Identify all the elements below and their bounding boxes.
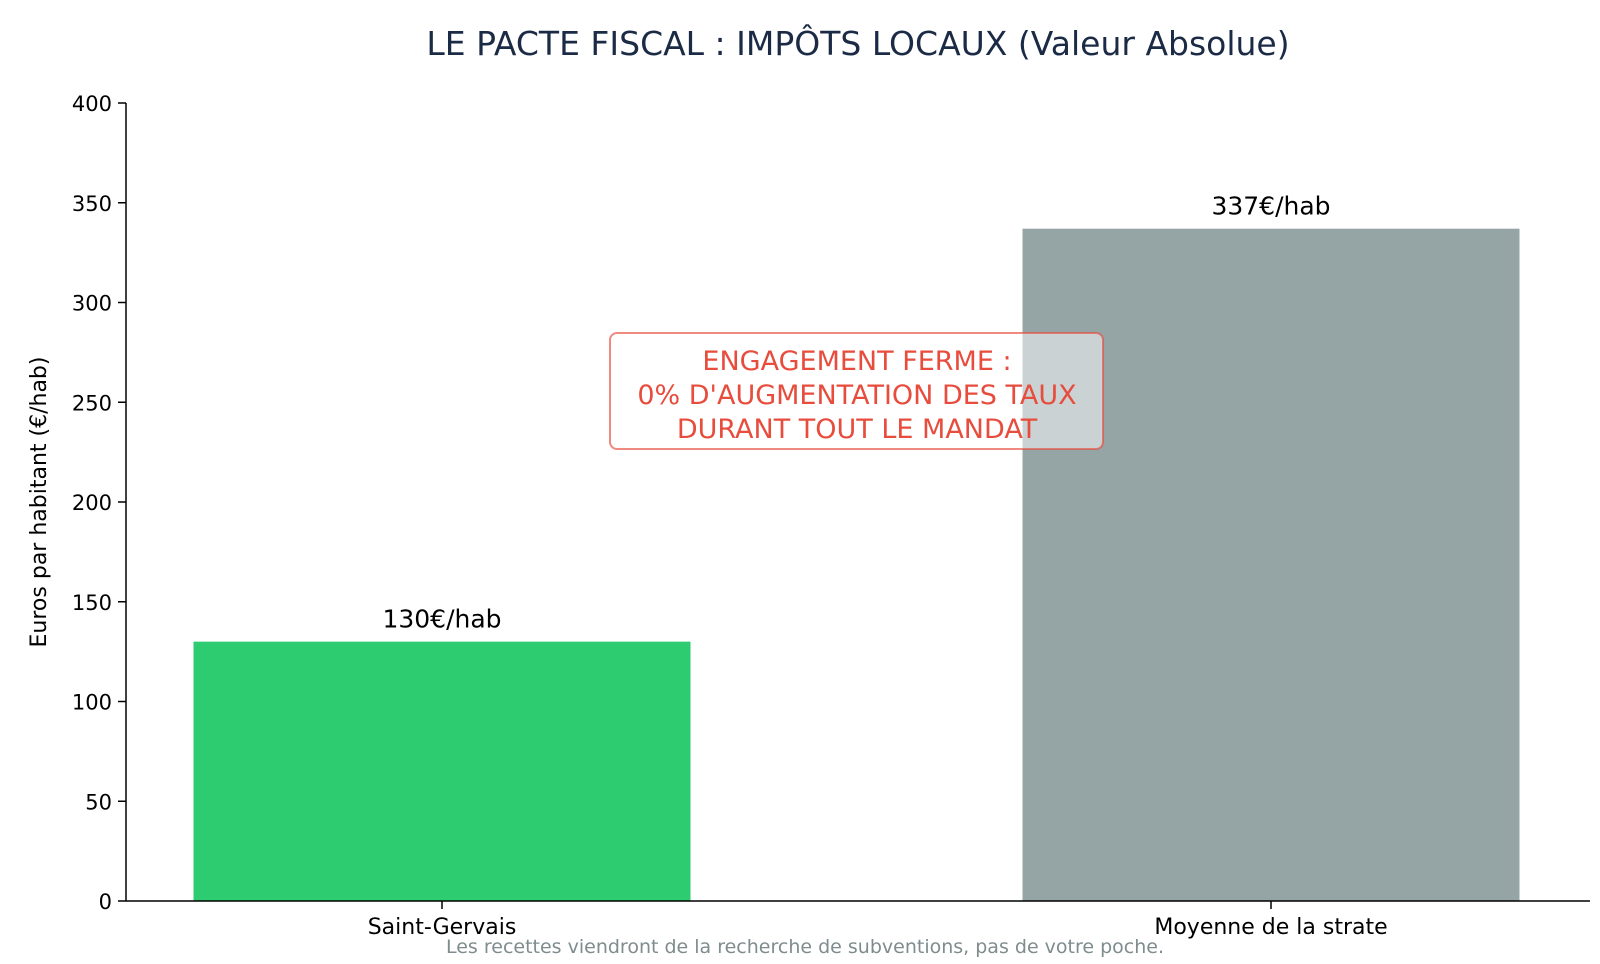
y-tick-label: 250	[72, 391, 112, 415]
y-tick-label: 100	[72, 691, 112, 715]
chart-title: LE PACTE FISCAL : IMPÔTS LOCAUX (Valeur …	[426, 23, 1289, 63]
annotation-box	[609, 332, 1104, 450]
bar-1	[193, 641, 691, 901]
annotation-line: 0% D'AUGMENTATION DES TAUX	[637, 380, 1076, 411]
plot-area: 130€/hab 337€/hab 0 50 100 150 200 250 300 350 400…	[72, 92, 1590, 940]
annotation-line: DURANT TOUT LE MANDAT	[677, 414, 1038, 445]
annotation-line: ENGAGEMENT FERME :	[702, 346, 1011, 377]
y-tick-label: 200	[72, 491, 112, 515]
footnote: Les recettes viendront de la recherche d…	[446, 936, 1164, 958]
y-tick-label: 50	[85, 790, 112, 814]
x-tick-label: Saint-Gervais	[368, 915, 517, 940]
y-axis-label: Euros par habitant (€/hab)	[27, 357, 52, 648]
y-tick-label: 350	[72, 192, 112, 216]
bar-value-label: 337€/hab	[1211, 192, 1330, 221]
y-tick-label: 400	[72, 92, 112, 116]
y-tick-label: 150	[72, 591, 112, 615]
bar-2	[1022, 228, 1520, 901]
x-tick-label: Moyenne de la strate	[1154, 915, 1387, 940]
bar-value-label: 130€/hab	[382, 605, 501, 634]
y-tick-label: 0	[99, 890, 112, 914]
y-tick-label: 300	[72, 292, 112, 316]
